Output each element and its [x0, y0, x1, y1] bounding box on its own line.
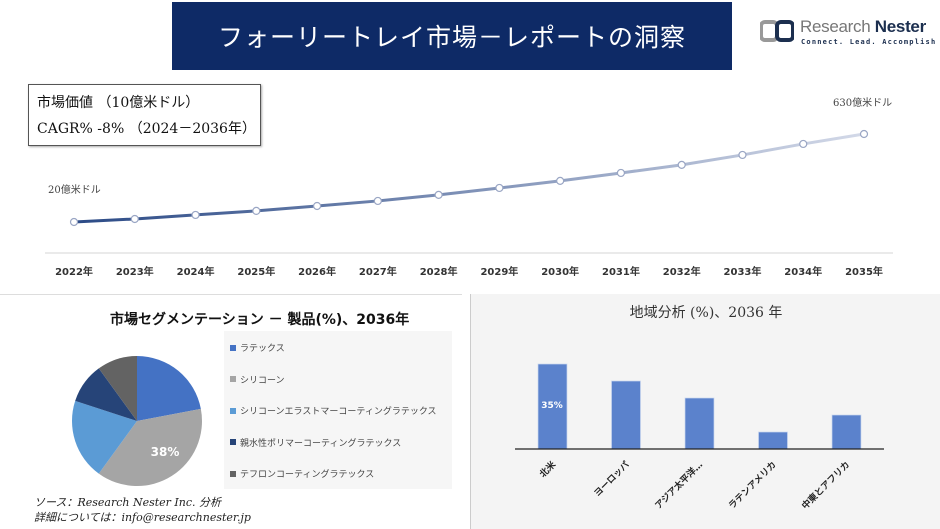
logo-tagline: Connect. Lead. Accomplish: [801, 38, 937, 46]
x-tick-label: 2025年: [237, 265, 275, 278]
x-tick-label: 2029年: [480, 265, 518, 278]
bar: [831, 414, 862, 450]
legend-label: テフロンコーティングラテックス: [240, 470, 375, 480]
x-tick-label: 中東とアフリカ: [799, 459, 852, 512]
pie-slice: [98, 408, 203, 486]
bar: [758, 431, 788, 450]
x-tick-label: 2034年: [784, 265, 822, 278]
bar-title: 地域分析 (%)、2036 年: [629, 305, 783, 321]
kpi-market-value: 市場価値 （10億米ドル）: [37, 95, 200, 111]
legend-label: ラテックス: [240, 344, 285, 354]
x-tick-label: 北米: [537, 458, 559, 480]
x-tick-label: アジア太平洋…: [652, 459, 705, 512]
legend-label: 親水性ポリマーコーティングラテックス: [240, 438, 402, 449]
pie-slice: [75, 368, 137, 421]
x-tick-label: 2030年: [541, 265, 579, 278]
data-point: [799, 139, 808, 149]
pie-slice: [98, 356, 137, 421]
pie-slice: [137, 356, 201, 421]
legend-item: 親水性ポリマーコーティングラテックス: [230, 436, 401, 449]
x-tick-label: 2035年: [845, 265, 883, 278]
data-point: [191, 210, 200, 220]
pie-legend: ラテックスシリコーンシリコーンエラストマーコーティングラテックス 親水性ポリマーコ…: [224, 331, 452, 489]
kpi-box: 市場価値 （10億米ドル） CAGR% -8% （2024－2036年）: [28, 84, 261, 146]
legend-swatch: [230, 439, 236, 445]
pie-data-label: 38%: [151, 445, 180, 459]
data-point: [434, 190, 443, 199]
legend-swatch: [230, 407, 236, 414]
legend-swatch: [230, 470, 236, 477]
legend-item: シリコーンエラストマーコーティングラテックス: [230, 404, 437, 417]
x-tick-label: 2026年: [298, 265, 336, 278]
page-title: フォーリートレイ市場－レポートの洞察: [172, 2, 732, 70]
logo-icon: [760, 20, 794, 42]
data-point: [373, 196, 382, 206]
bar: [537, 363, 568, 450]
source-line: ソース：Research Nester Inc. 分析: [34, 496, 222, 509]
segmentation-panel: 市場セグメンテーション － 製品(%)、2036年 38% ラテックスシリコーン…: [0, 294, 462, 529]
bar: [611, 380, 641, 450]
x-tick-label: 2032年: [663, 265, 701, 278]
legend-item: テフロンコーティングラテックス: [230, 467, 374, 480]
bar: [684, 397, 715, 450]
series-line: [73, 132, 865, 224]
x-tick-label: ヨーロッパ: [591, 459, 631, 499]
data-point: [556, 176, 565, 185]
bar-chart: 北米 ヨーロッパ アジア太平洋… ラテンアメリカ 中東とアフリカ 35%: [515, 363, 884, 512]
data-point: [859, 129, 869, 139]
logo: Research Nester Connect. Lead. Accomplis…: [758, 14, 938, 54]
pie-slice: [72, 400, 137, 474]
legend-item: シリコーン: [230, 373, 285, 386]
legend-item: ラテックス: [230, 341, 285, 354]
data-point: [252, 206, 261, 215]
x-tick-label: ラテンアメリカ: [727, 459, 779, 511]
x-tick-label: 2027年: [359, 265, 397, 278]
kpi-cagr: CAGR% -8% （2024－2036年）: [37, 121, 256, 137]
x-tick-label: 2031年: [602, 265, 640, 278]
start-value-label: 20億米ドル: [48, 183, 101, 196]
bar-data-label: 35%: [541, 401, 563, 411]
legend-swatch: [230, 376, 236, 382]
source-note: ソース：Research Nester Inc. 分析 詳細については：info…: [34, 495, 251, 525]
data-point: [616, 168, 626, 178]
x-tick-label: 2022年: [55, 265, 93, 278]
regional-panel: 地域分析 (%)、2036 年 北米 ヨーロッパ アジア太平洋… ラテンアメリカ 中東と…: [470, 294, 940, 529]
legend-label: シリコーンエラストマーコーティングラテックス: [240, 407, 437, 417]
x-tick-label: 2033年: [724, 265, 762, 278]
legend-swatch: [230, 344, 236, 351]
end-value-label: 630億米ドル: [833, 96, 892, 109]
market-line-chart: 2022年 2023年 2024年 2025年 2026年 2027年 2028年 2029年…: [45, 96, 893, 278]
pie-chart: 38%: [72, 356, 203, 486]
data-point: [312, 201, 322, 211]
data-point: [69, 217, 79, 227]
data-point: [738, 150, 747, 160]
logo-name: Research Nester: [800, 17, 926, 36]
x-tick-label: 2028年: [420, 265, 458, 278]
data-point: [677, 160, 686, 169]
x-tick-label: 2024年: [177, 265, 215, 278]
contact-line: 詳細については：info@researchnester.jp: [34, 511, 251, 524]
legend-label: シリコーン: [240, 375, 285, 386]
data-point: [130, 214, 139, 224]
x-tick-label: 2023年: [116, 265, 154, 278]
data-point: [495, 183, 504, 193]
pie-title: 市場セグメンテーション － 製品(%)、2036年: [110, 312, 410, 328]
